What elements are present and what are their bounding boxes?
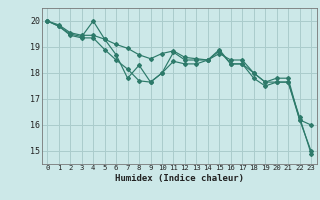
X-axis label: Humidex (Indice chaleur): Humidex (Indice chaleur) bbox=[115, 174, 244, 183]
